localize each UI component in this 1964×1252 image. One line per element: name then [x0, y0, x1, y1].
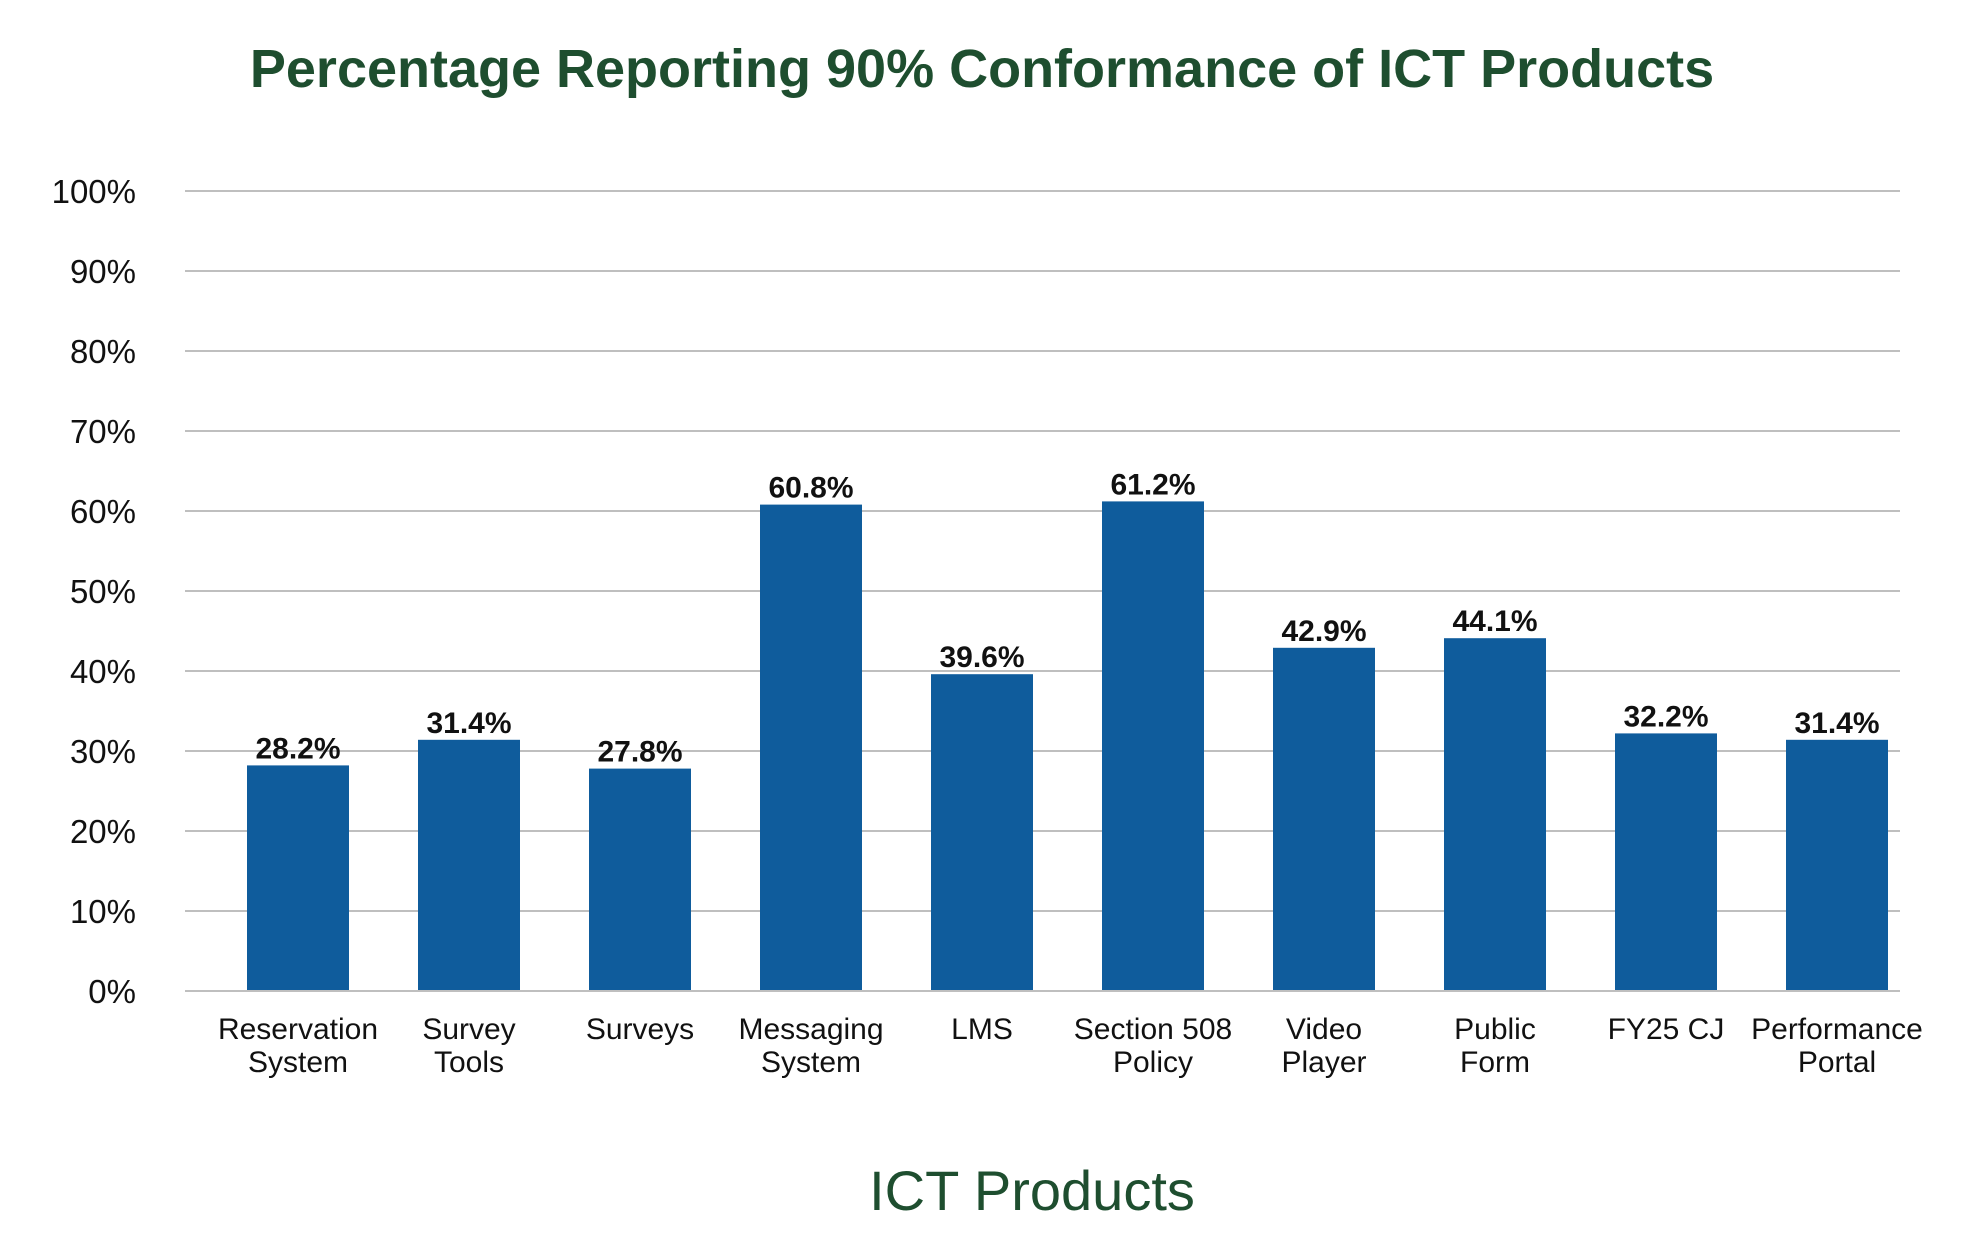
data-label: 39.6%: [939, 641, 1024, 674]
bar: [1273, 647, 1375, 991]
x-axis-title: ICT Products: [869, 1159, 1195, 1222]
bar: [1786, 739, 1888, 991]
x-tick-label: Reservation System: [218, 1013, 378, 1079]
data-label: 27.8%: [597, 736, 682, 769]
y-tick-label: 100%: [52, 173, 136, 210]
x-axis-ticks: Reservation System Survey Tools Surveys Messa…: [218, 1013, 1923, 1079]
x-tick-label: Survey Tools: [422, 1013, 515, 1079]
bar: [247, 765, 349, 991]
bar: [931, 674, 1033, 991]
y-tick-label: 90%: [70, 253, 136, 290]
bar: [1444, 638, 1546, 991]
y-tick-label: 20%: [70, 813, 136, 850]
y-tick-label: 40%: [70, 653, 136, 690]
bars: [247, 501, 1888, 991]
y-tick-label: 70%: [70, 413, 136, 450]
x-tick-label: LMS: [951, 1013, 1013, 1046]
x-tick-label: FY25 CJ: [1608, 1013, 1725, 1046]
bar: [760, 504, 862, 991]
x-tick-label: Section 508 Policy: [1074, 1013, 1232, 1079]
x-tick-label: Messaging System: [738, 1013, 883, 1079]
x-tick-label: Performance Portal: [1751, 1013, 1923, 1079]
chart-title: Percentage Reporting 90% Conformance of …: [249, 39, 1715, 99]
y-tick-label: 50%: [70, 573, 136, 610]
data-label: 31.4%: [426, 707, 511, 740]
data-label: 28.2%: [255, 732, 340, 765]
x-tick-label: Surveys: [586, 1013, 694, 1046]
data-label: 31.4%: [1794, 707, 1879, 740]
data-label: 32.2%: [1623, 700, 1708, 733]
y-tick-label: 30%: [70, 733, 136, 770]
bar: [1102, 501, 1204, 991]
data-label: 61.2%: [1110, 468, 1195, 501]
x-tick-label: Public Form: [1454, 1013, 1536, 1079]
y-tick-label: 0%: [88, 973, 136, 1010]
data-label: 44.1%: [1452, 605, 1537, 638]
bar: [418, 739, 520, 991]
data-label: 42.9%: [1281, 615, 1366, 648]
data-labels: 28.2% 31.4% 27.8% 60.8% 39.6% 61.2% 42.9% 44.1%…: [255, 468, 1879, 768]
y-tick-label: 10%: [70, 893, 136, 930]
x-tick-label: Video Player: [1281, 1013, 1366, 1079]
bar: [1615, 733, 1717, 991]
y-tick-label: 60%: [70, 493, 136, 530]
bar: [589, 768, 691, 991]
data-label: 60.8%: [768, 472, 853, 505]
y-tick-label: 80%: [70, 333, 136, 370]
y-axis-ticks: 0% 10% 20% 30% 40% 50% 60% 70% 80% 90% 100%: [52, 173, 136, 1010]
